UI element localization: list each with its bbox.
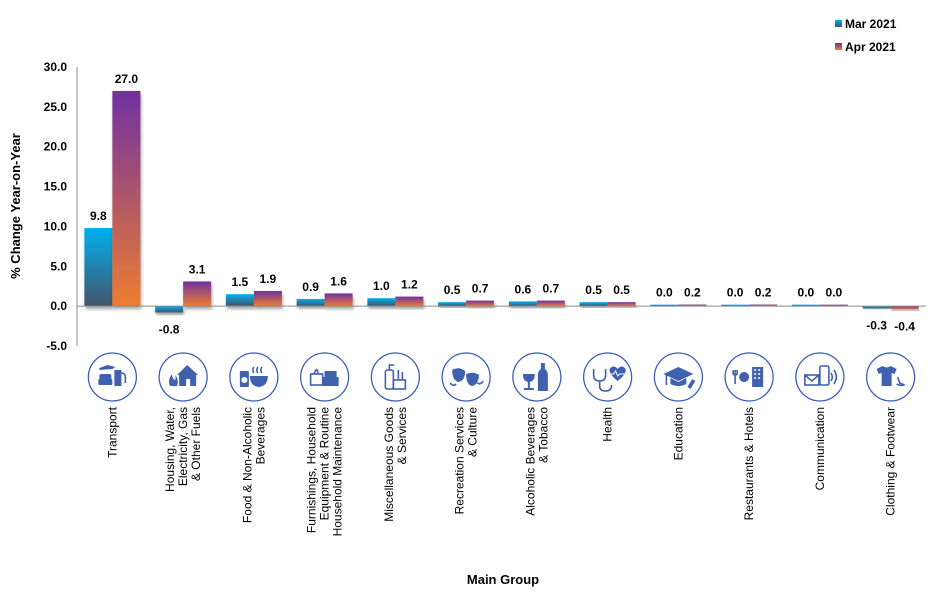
category-label-alcoholic-beverages-tobacco: Alcoholic Beverages& Tobacco	[523, 407, 550, 516]
bars	[84, 90, 919, 313]
y-tick-label: 25.0	[44, 100, 68, 114]
misc-goods-icon	[370, 352, 421, 402]
category-label-furnishings-household-equipment-routine-household-maintenance: Furnishings, HouseholdEquipment & Routin…	[305, 407, 345, 537]
legend-label-apr-2021: Apr 2021	[845, 40, 896, 54]
y-tick-label: 5.0	[50, 259, 67, 273]
bar-apr-2021-furnishings-household-equipment-routine-household-maintenance	[324, 293, 353, 307]
data-label-mar-2021-education: 0.0	[656, 286, 673, 300]
bar-mar-2021-health	[579, 302, 608, 307]
data-label-mar-2021-clothing-footwear: -0.3	[866, 319, 887, 333]
category-label-education: Education	[671, 407, 685, 460]
y-ticks: 30.0 25.0 20.0 15.0 10.0 5.0 0.0 -5.0	[44, 60, 68, 353]
y-axis-title: % Change Year-on-Year	[8, 133, 23, 279]
restaurant-hotel-icon	[724, 352, 774, 402]
category-label-transport: Transport	[105, 406, 119, 458]
data-label-apr-2021-clothing-footwear: -0.4	[894, 319, 915, 333]
legend: Mar 2021 Apr 2021	[835, 17, 897, 54]
data-labels: 9.8 27.0 -0.8 3.1 1.5 1.9 0.9 1.6 1.0 1.2 0.5 0.7 0.…	[90, 72, 915, 337]
data-label-apr-2021-food-non-alcoholic-beverages: 1.9	[260, 272, 277, 286]
data-label-mar-2021-recreation-services-culture: 0.5	[444, 283, 461, 297]
bar-apr-2021-recreation-services-culture	[466, 300, 495, 307]
bar-apr-2021-alcoholic-beverages-tobacco	[536, 300, 565, 307]
bar-mar-2021-communication	[791, 304, 820, 307]
bar-apr-2021-clothing-footwear	[890, 306, 919, 310]
data-label-apr-2021-restaurants-hotels: 0.2	[755, 286, 772, 300]
bar-mar-2021-restaurants-hotels	[721, 304, 750, 307]
y-tick-label: 30.0	[44, 60, 68, 74]
bar-mar-2021-housing-water-electricity-gas-other-fuels	[155, 306, 184, 313]
recreation-masks-icon	[441, 352, 491, 402]
y-tick-label: 15.0	[44, 180, 68, 194]
data-label-apr-2021-education: 0.2	[684, 286, 701, 300]
y-tick-label: -5.0	[46, 339, 67, 353]
category-label-health: Health	[601, 407, 615, 442]
y-tick-label: 0.0	[50, 299, 67, 313]
health-stethoscope-icon	[582, 352, 633, 402]
legend-item-apr-2021[interactable]: Apr 2021	[835, 40, 896, 54]
data-label-apr-2021-miscellaneous-goods-services: 1.2	[401, 278, 418, 292]
data-label-mar-2021-food-non-alcoholic-beverages: 1.5	[232, 275, 249, 289]
bar-apr-2021-housing-water-electricity-gas-other-fuels	[183, 281, 212, 307]
category-label-restaurants-hotels: Restaurants & Hotels	[742, 407, 756, 520]
clothing-footwear-icon	[865, 352, 916, 402]
bar-apr-2021-miscellaneous-goods-services	[395, 296, 424, 307]
bar-mar-2021-food-non-alcoholic-beverages	[225, 294, 254, 307]
x-axis-title: Main Group	[467, 572, 539, 587]
data-label-apr-2021-recreation-services-culture: 0.7	[472, 282, 489, 296]
data-label-mar-2021-restaurants-hotels: 0.0	[727, 286, 744, 300]
food-beverage-icon	[229, 352, 279, 402]
bar-apr-2021-restaurants-hotels	[749, 304, 778, 307]
category-label-housing-water-electricity-gas-other-fuels: Housing, Water,Electricity, Gas& Other F…	[163, 407, 203, 492]
category-icons	[87, 352, 916, 402]
bar-mar-2021-transport	[84, 228, 113, 307]
bar-apr-2021-food-non-alcoholic-beverages	[253, 290, 282, 307]
y-tick-label: 20.0	[44, 140, 68, 154]
education-cap-icon	[653, 352, 704, 402]
bar-mar-2021-clothing-footwear	[862, 306, 891, 309]
category-label-recreation-services-culture: Recreation Services& Culture	[453, 407, 480, 515]
data-label-mar-2021-transport: 9.8	[90, 209, 107, 223]
bar-apr-2021-transport	[112, 90, 141, 307]
data-label-mar-2021-alcoholic-beverages-tobacco: 0.6	[515, 282, 532, 296]
bar-mar-2021-recreation-services-culture	[438, 302, 467, 307]
data-label-apr-2021-housing-water-electricity-gas-other-fuels: 3.1	[189, 262, 206, 276]
legend-swatch-mar-2021	[835, 20, 842, 27]
furnishings-icon	[299, 352, 350, 402]
data-label-mar-2021-housing-water-electricity-gas-other-fuels: -0.8	[159, 323, 180, 337]
data-label-mar-2021-health: 0.5	[585, 283, 602, 297]
category-label-miscellaneous-goods-services: Miscellaneous Goods& Services	[382, 407, 409, 522]
category-label-food-non-alcoholic-beverages: Food & Non-AlcoholicBeverages	[240, 407, 267, 523]
bar-mar-2021-furnishings-household-equipment-routine-household-maintenance	[296, 298, 325, 307]
legend-item-mar-2021[interactable]: Mar 2021	[835, 17, 897, 31]
transport-icon	[87, 352, 138, 402]
legend-swatch-apr-2021	[835, 43, 842, 50]
data-label-apr-2021-health: 0.5	[613, 283, 630, 297]
housing-icon	[158, 352, 208, 402]
legend-label-mar-2021: Mar 2021	[845, 17, 897, 31]
bar-apr-2021-communication	[819, 304, 848, 307]
category-label-clothing-footwear: Clothing & Footwear	[884, 407, 898, 516]
data-label-apr-2021-furnishings-household-equipment-routine-household-maintenance: 1.6	[330, 274, 347, 288]
data-label-apr-2021-transport: 27.0	[115, 72, 139, 86]
data-label-apr-2021-communication: 0.0	[826, 286, 843, 300]
y-tick-label: 10.0	[44, 219, 68, 233]
data-label-mar-2021-miscellaneous-goods-services: 1.0	[373, 279, 390, 293]
bar-mar-2021-miscellaneous-goods-services	[367, 298, 396, 307]
alcohol-tobacco-icon	[512, 352, 562, 402]
data-label-mar-2021-furnishings-household-equipment-routine-household-maintenance: 0.9	[302, 280, 319, 294]
bar-mar-2021-education	[650, 304, 679, 307]
communication-icon	[795, 352, 845, 402]
data-label-mar-2021-communication: 0.0	[798, 286, 815, 300]
bar-apr-2021-education	[678, 304, 707, 307]
bar-apr-2021-health	[607, 302, 636, 307]
category-labels: Transport Housing, Water,Electricity, Gas…	[105, 406, 897, 536]
data-label-apr-2021-alcoholic-beverages-tobacco: 0.7	[543, 282, 560, 296]
category-label-communication: Communication	[813, 407, 827, 490]
bar-mar-2021-alcoholic-beverages-tobacco	[508, 301, 537, 307]
